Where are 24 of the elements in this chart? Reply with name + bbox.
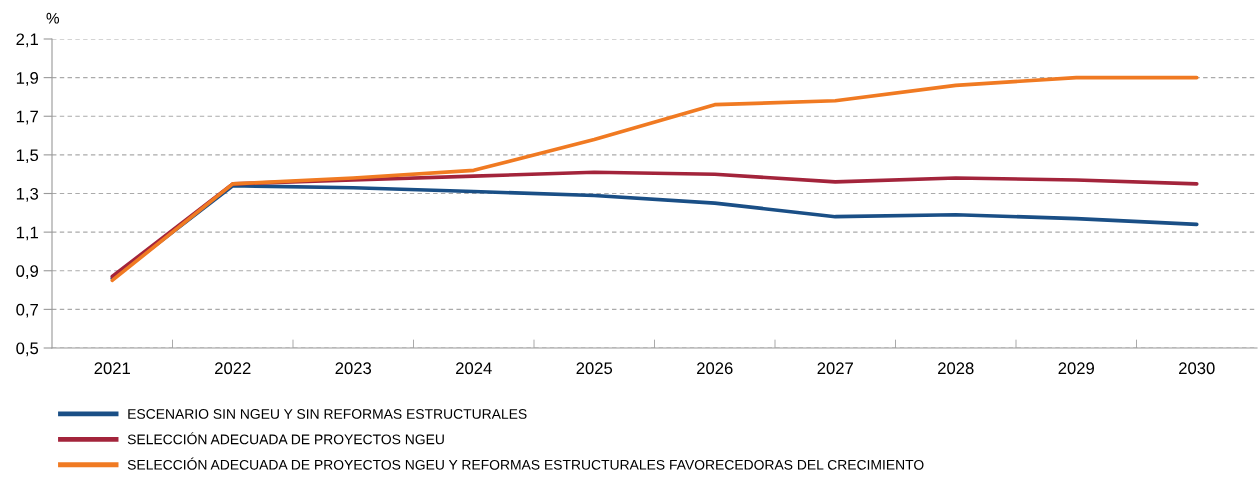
y-tick-label: 1,5 xyxy=(16,149,39,164)
x-tick-label: 2023 xyxy=(335,362,372,375)
x-tick-label: 2024 xyxy=(456,362,492,375)
x-tick-label: 2021 xyxy=(94,362,130,375)
y-tick-label: 1,9 xyxy=(16,72,39,86)
y-tick-label: 0,9 xyxy=(16,265,39,279)
x-tick-label: 2022 xyxy=(215,362,251,375)
y-tick-label: 2,1 xyxy=(16,33,38,48)
line-series xyxy=(110,75,1199,283)
x-tick-label: 2028 xyxy=(938,362,974,375)
y-tick-label: 1,3 xyxy=(16,187,39,202)
y-tick-label: 0,7 xyxy=(16,303,38,318)
legend-label: SELECCIÓN ADECUADA DE PROYECTOS NGEU xyxy=(127,432,444,445)
y-tick-label: 0,5 xyxy=(16,342,39,357)
x-tick-label: 2025 xyxy=(576,362,613,375)
x-tick-label: 2029 xyxy=(1058,362,1094,375)
y-tick-label: 1,7 xyxy=(16,110,38,125)
y-axis-title: % xyxy=(46,12,60,24)
legend-label: ESCENARIO SIN NGEU Y SIN REFORMAS ESTRUCTURALES xyxy=(128,409,527,419)
x-tick-label: 2026 xyxy=(697,362,733,375)
x-tick-label: 2030 xyxy=(1179,362,1215,375)
x-tick-label: 2027 xyxy=(817,362,853,375)
legend-label: SELECCIÓN ADECUADA DE PROYECTOS NGEU Y REFORMAS ESTRUCTURALES FAVORECEDORAS DEL CRECIMIENTO xyxy=(127,457,924,470)
y-tick-label: 1,1 xyxy=(16,226,38,241)
